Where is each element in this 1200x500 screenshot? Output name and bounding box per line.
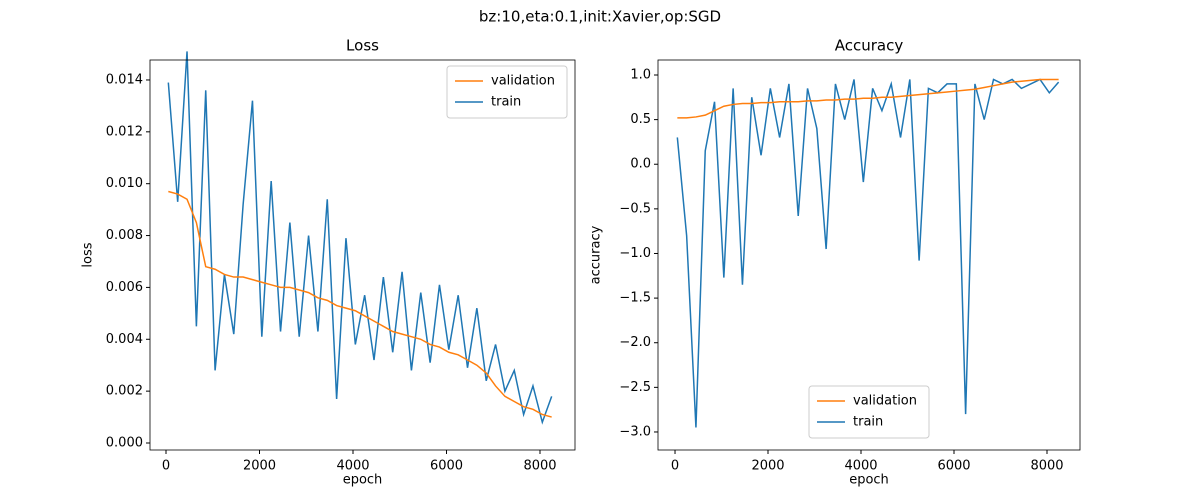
x-tick-label: 6000 [937, 459, 970, 474]
x-tick-label: 4000 [336, 459, 369, 474]
y-tick-label: −1.5 [619, 291, 651, 306]
chart-title: Accuracy [835, 37, 904, 55]
x-tick-label: 8000 [523, 459, 556, 474]
series-line [168, 190, 552, 418]
legend-box [808, 385, 930, 439]
chart-title: Loss [346, 37, 379, 55]
legend-label: validation [853, 394, 917, 409]
x-tick-label: 2000 [751, 459, 784, 474]
legend-label: train [853, 415, 883, 430]
y-tick-label: −2.5 [619, 380, 651, 395]
y-tick-label: 0.002 [106, 384, 143, 399]
y-tick-label: −2.0 [619, 335, 651, 350]
plot-frame [149, 59, 576, 451]
y-axis-label: accuracy [589, 225, 604, 284]
y-tick-label: 0.008 [106, 228, 143, 243]
y-tick-label: 0.0 [630, 157, 651, 172]
series-line [676, 78, 1060, 428]
y-tick-label: 0.006 [106, 280, 143, 295]
y-tick-label: −0.5 [619, 201, 651, 216]
y-tick-label: 0.010 [106, 176, 143, 191]
y-tick-label: 0.000 [106, 435, 143, 450]
x-axis-label: epoch [849, 473, 889, 488]
legend-label: validation [491, 74, 555, 89]
legend-label: train [491, 95, 521, 110]
y-tick-label: 0.004 [106, 332, 143, 347]
y-tick-label: 0.5 [630, 112, 651, 127]
x-tick-label: 0 [671, 459, 679, 474]
y-tick-label: 1.0 [630, 67, 651, 82]
x-axis-label: epoch [343, 473, 383, 488]
y-axis-label: loss [81, 242, 96, 267]
x-tick-label: 4000 [844, 459, 877, 474]
y-tick-label: −1.0 [619, 246, 651, 261]
y-tick-label: 0.012 [106, 124, 143, 139]
x-tick-label: 6000 [430, 459, 463, 474]
series-line [677, 78, 1059, 119]
x-tick-label: 0 [162, 459, 170, 474]
legend-box [446, 65, 568, 119]
x-tick-label: 8000 [1030, 459, 1063, 474]
y-tick-label: −3.0 [619, 424, 651, 439]
x-tick-label: 2000 [243, 459, 276, 474]
figure-title: bz:10,eta:0.1,init:Xavier,op:SGD [479, 8, 721, 26]
plot-frame [657, 59, 1081, 451]
y-tick-label: 0.014 [106, 72, 143, 87]
